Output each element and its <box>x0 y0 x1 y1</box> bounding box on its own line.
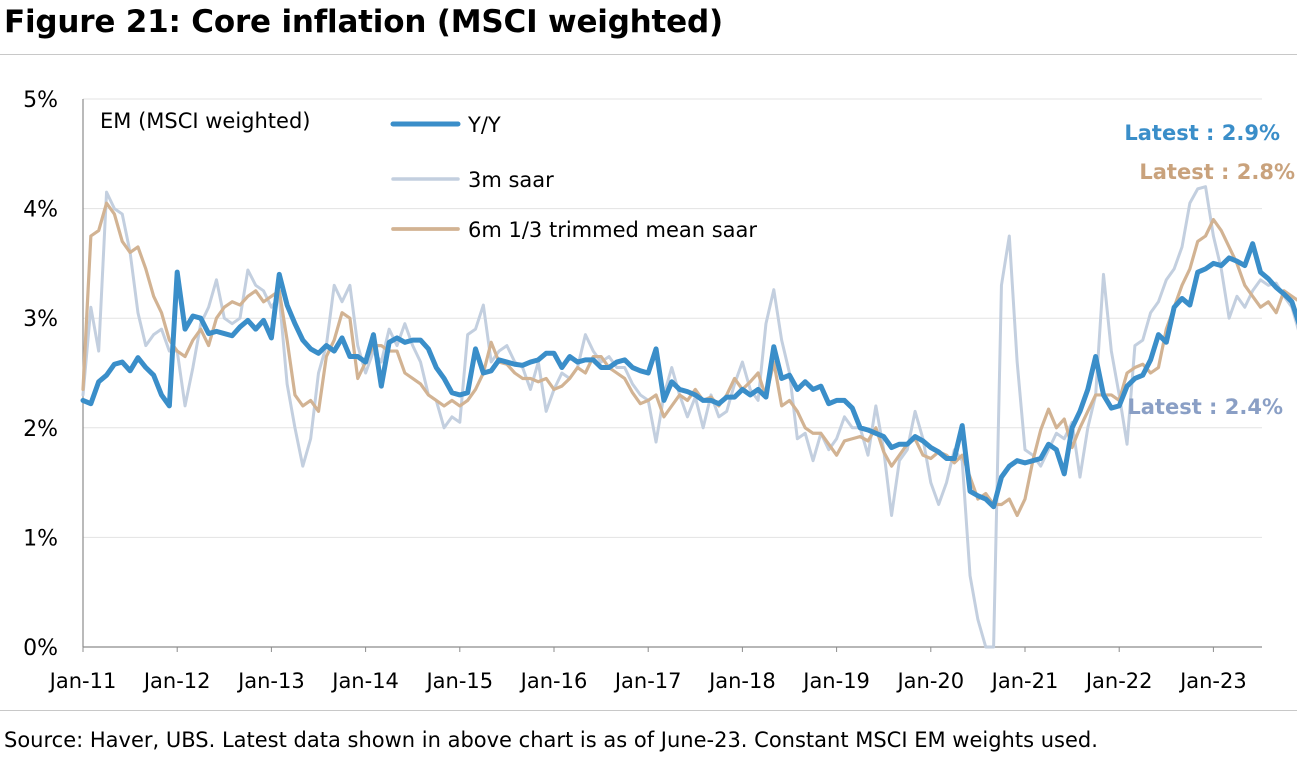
latest-annotation: Latest : 2.9% <box>1124 121 1280 145</box>
y-tick-label: 0% <box>23 636 58 661</box>
series-line-0 <box>80 241 1297 510</box>
x-tick-label: Jan-20 <box>895 669 964 693</box>
x-tick-label: Jan-18 <box>707 669 776 693</box>
y-tick-label: 3% <box>23 307 58 332</box>
y-tick-label: 4% <box>23 198 58 223</box>
top-rule <box>0 54 1297 55</box>
legend-label: 6m 1/3 trimmed mean saar <box>468 218 757 242</box>
figure-title: Figure 21: Core inflation (MSCI weighted… <box>4 4 723 40</box>
series-line-2 <box>81 201 1297 518</box>
x-tick-label: Jan-13 <box>236 669 305 693</box>
panel-label: EM (MSCI weighted) <box>100 109 310 133</box>
series-lines <box>80 185 1297 649</box>
gridlines <box>83 98 1262 538</box>
y-tick-label: 1% <box>23 526 58 551</box>
latest-annotation: Latest : 2.4% <box>1127 395 1283 419</box>
y-tick-label: 5% <box>23 88 58 113</box>
x-tick-label: Jan-22 <box>1084 669 1153 693</box>
line-chart: 0% 1% 2% 3% 4% 5% Jan-11 Jan-12 Jan-13 Jan-14 Jan-… <box>23 88 1297 693</box>
x-tick-label: Jan-17 <box>613 669 682 693</box>
x-tick-label: Jan-16 <box>519 669 588 693</box>
source-note: Source: Haver, UBS. Latest data shown in… <box>4 728 1098 752</box>
series-line-1 <box>81 185 1297 649</box>
legend-label: Y/Y <box>467 113 501 137</box>
axes: 0% 1% 2% 3% 4% 5% Jan-11 Jan-12 Jan-13 Jan-14 Jan-… <box>23 88 1262 693</box>
legend-label: 3m saar <box>468 168 554 192</box>
bottom-rule <box>0 710 1297 711</box>
chart-labels: EM (MSCI weighted) Y/Y 3m saar 6m 1/3 trimm… <box>100 109 1295 419</box>
latest-annotation: Latest : 2.8% <box>1139 160 1295 184</box>
x-tick-label: Jan-12 <box>142 669 211 693</box>
x-tick-label: Jan-14 <box>330 669 399 693</box>
x-tick-label: Jan-15 <box>424 669 493 693</box>
x-tick-label: Jan-19 <box>801 669 870 693</box>
x-tick-label: Jan-21 <box>990 669 1059 693</box>
y-tick-label: 2% <box>23 417 58 442</box>
x-tick-label: Jan-11 <box>48 669 117 693</box>
x-tick-label: Jan-23 <box>1178 669 1247 693</box>
